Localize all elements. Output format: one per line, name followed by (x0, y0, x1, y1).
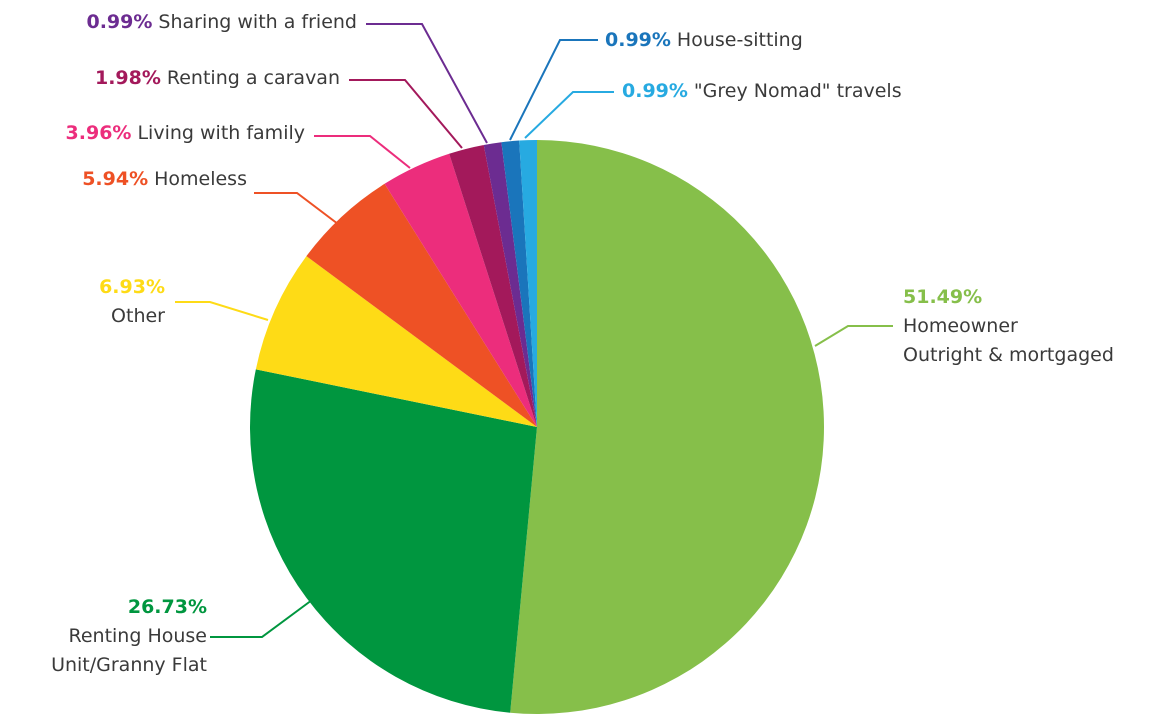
leader-line (814, 325, 893, 347)
value-label: 5.94% (82, 168, 149, 190)
category-label: House-sitting (676, 29, 803, 51)
leader-line (349, 79, 463, 149)
value-label: 3.96% (65, 122, 132, 144)
value-label: 0.99% (605, 29, 671, 51)
category-label: "Grey Nomad" travels (693, 80, 902, 102)
pie-slice (483, 142, 537, 427)
leader-line (175, 301, 269, 321)
slice-label: 1.98% Renting a caravan (95, 64, 340, 93)
category-label: Homeowner Outright & mortgaged (903, 315, 1114, 366)
leader-line (314, 135, 411, 169)
category-label: Renting House Unit/Granny Flat (51, 625, 207, 676)
pie-slice (519, 140, 537, 427)
category-label: Homeless (154, 168, 247, 190)
category-label: Other (111, 305, 165, 327)
pie-slice (384, 153, 537, 427)
slice-label: 0.99% House-sitting (605, 26, 803, 55)
pie-slice (255, 256, 537, 427)
pie-slice (250, 369, 537, 713)
leader-line (524, 91, 614, 139)
leader-line (509, 39, 598, 141)
value-label: 51.49% (903, 286, 983, 308)
slice-label: 0.99% Sharing with a friend (86, 8, 357, 37)
category-label: Renting a caravan (166, 67, 340, 89)
value-label: 0.99% (622, 80, 688, 102)
slice-label: 0.99% "Grey Nomad" travels (622, 77, 902, 106)
leader-line (254, 192, 339, 225)
slice-label: 51.49% Homeowner Outright & mortgaged (903, 283, 1114, 370)
slice-label: 3.96% Living with family (66, 119, 305, 148)
pie-slice (510, 140, 824, 714)
category-label: Living with family (137, 122, 305, 144)
slice-label: 26.73% Renting House Unit/Granny Flat (51, 593, 207, 680)
pie-slice (306, 183, 537, 427)
value-label: 26.73% (127, 596, 207, 618)
slice-label: 6.93% Other (99, 273, 165, 331)
leader-line (210, 599, 313, 638)
value-label: 1.98% (94, 67, 161, 89)
leader-line (366, 23, 488, 144)
category-label: Sharing with a friend (158, 11, 357, 33)
value-label: 6.93% (99, 276, 165, 298)
pie-slice (449, 144, 537, 427)
slice-label: 5.94% Homeless (82, 165, 247, 194)
value-label: 0.99% (86, 11, 153, 33)
pie-slice (501, 140, 537, 428)
